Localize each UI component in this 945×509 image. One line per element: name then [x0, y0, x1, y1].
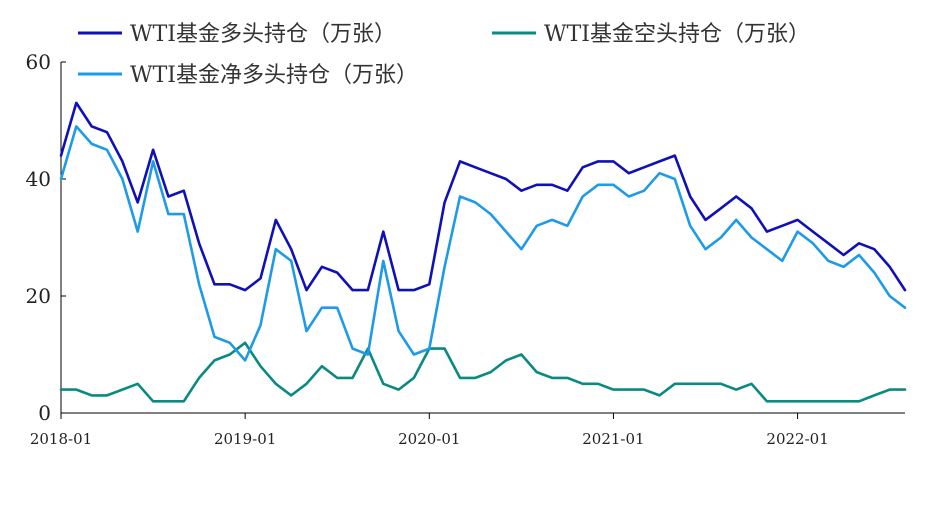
legend-label-short: WTI基金空头持仓（万张）: [544, 22, 810, 47]
x-tick-label: 2022-01: [766, 430, 828, 448]
x-tick-label: 2019-01: [214, 430, 276, 448]
x-tick-label: 2020-01: [398, 430, 460, 448]
y-tick-label: 40: [26, 167, 51, 191]
axes: 0 20 40 60 2018-01 2019-01 2020-01 2021-01 2022-…: [26, 50, 905, 448]
y-tick-label: 20: [26, 284, 51, 308]
x-tick-label: 2021-01: [582, 430, 644, 448]
series-line-long: [59, 101, 907, 292]
y-tick-label: 60: [26, 50, 51, 74]
legend: WTI基金多头持仓（万张） WTI基金空头持仓（万张） WTI基金净多头持仓（万…: [78, 22, 810, 88]
legend-label-net: WTI基金净多头持仓（万张）: [130, 63, 418, 88]
series-line-short: [59, 341, 907, 403]
legend-label-long: WTI基金多头持仓（万张）: [130, 22, 396, 47]
series-group: [59, 101, 907, 403]
y-tick-label: 0: [38, 401, 51, 425]
x-tick-label: 2018-01: [30, 430, 92, 448]
series-line-net: [59, 125, 907, 362]
